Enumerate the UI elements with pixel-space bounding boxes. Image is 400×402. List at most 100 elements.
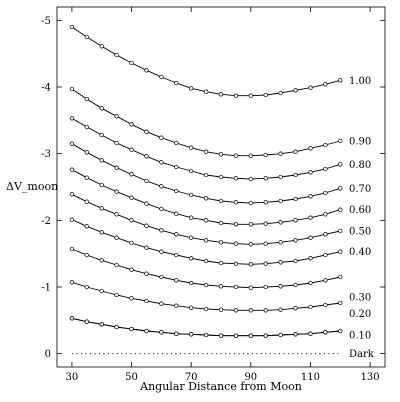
data-point: [323, 252, 328, 258]
data-point: [218, 333, 224, 338]
curve-label: Dark: [349, 349, 375, 360]
data-point: [308, 170, 313, 175]
series-line: [71, 248, 341, 289]
x-tick-label: 30: [66, 372, 79, 383]
data-point: [189, 256, 194, 261]
data-point: [308, 331, 313, 336]
series: [69, 316, 343, 338]
data-point: [159, 330, 164, 335]
data-point: [174, 211, 179, 216]
data-point: [338, 328, 343, 334]
data-point: [233, 176, 239, 181]
data-point: [308, 85, 313, 90]
data-point: [233, 222, 239, 227]
data-point: [218, 307, 224, 312]
data-point: [248, 153, 253, 158]
data-point: [189, 215, 194, 220]
curve-label: 0.60: [349, 205, 371, 216]
data-point: [323, 278, 328, 283]
series-line: [71, 117, 341, 180]
y-axis-ticks: 0 -1 -2 -3 -4 -5: [41, 16, 385, 360]
data-point: [323, 232, 328, 237]
curve-label: 0.90: [349, 137, 371, 148]
data-point: [248, 176, 253, 182]
data-point: [114, 235, 119, 240]
data-point: [159, 206, 164, 212]
data-point: [293, 238, 298, 243]
data-point: [129, 326, 134, 332]
data-point: [323, 142, 328, 148]
data-point: [338, 186, 343, 191]
data-point: [233, 153, 239, 158]
data-point: [159, 135, 164, 140]
data-point: [84, 199, 89, 204]
data-point: [84, 224, 89, 229]
data-point: [114, 292, 119, 298]
data-point: [129, 147, 134, 152]
data-point: [233, 200, 239, 205]
data-point: [174, 331, 179, 336]
data-point: [263, 152, 268, 158]
data-point: [84, 252, 89, 258]
data-point: [69, 316, 75, 321]
data-point: [84, 284, 89, 290]
data-point: [159, 228, 164, 233]
data-point: [263, 92, 268, 98]
series: [69, 24, 343, 98]
y-tick-label: -3: [41, 149, 51, 160]
data-point: [248, 285, 253, 290]
data-point: [144, 201, 149, 206]
data-point: [99, 182, 104, 188]
data-point: [218, 198, 224, 204]
curve-label: 1.00: [349, 76, 371, 87]
curve-label: 0.40: [349, 247, 371, 258]
data-point: [189, 192, 194, 198]
data-point: [129, 172, 134, 177]
data-point: [293, 306, 298, 311]
series: [69, 141, 343, 206]
data-point: [144, 178, 149, 184]
data-point: [338, 300, 343, 306]
data-point: [159, 301, 164, 306]
data-point: [99, 230, 104, 235]
data-point: [159, 249, 164, 254]
series: [69, 246, 343, 290]
data-point: [159, 74, 164, 80]
x-axis-label: Angular Distance from Moon: [139, 380, 302, 393]
data-point: [174, 303, 179, 308]
data-point: [323, 166, 328, 172]
data-point: [203, 89, 209, 94]
data-point: [203, 172, 209, 178]
data-point: [203, 196, 209, 201]
data-point: [144, 328, 149, 334]
data-point: [248, 222, 253, 227]
data-point: [263, 284, 268, 290]
data-point: [218, 152, 224, 157]
data-point: [263, 176, 268, 181]
data-point: [338, 207, 343, 212]
data-point: [248, 242, 253, 247]
data-point: [129, 60, 134, 66]
data-point: [248, 262, 253, 267]
data-point: [99, 44, 104, 49]
data-point: [203, 149, 209, 154]
data-point: [278, 307, 283, 312]
data-point: [144, 68, 149, 73]
data-point: [308, 194, 313, 199]
data-point: [278, 90, 283, 96]
data-point: [129, 218, 134, 223]
curve-labels: 1.00 0.90 0.80 0.70 0.60 0.50 0.40 0.30 0.20 0.10…: [349, 76, 375, 360]
data-point: [278, 151, 283, 156]
series: [69, 167, 343, 227]
data-point: [323, 212, 328, 217]
plot-frame: [56, 6, 386, 368]
data-point: [84, 96, 89, 102]
x-tick-label: 90: [244, 372, 257, 383]
data-point: [114, 52, 119, 58]
data-point: [323, 330, 328, 335]
data-point: [263, 241, 268, 246]
data-point: [69, 246, 75, 252]
series: [69, 192, 343, 247]
y-tick-label: -2: [41, 216, 51, 227]
